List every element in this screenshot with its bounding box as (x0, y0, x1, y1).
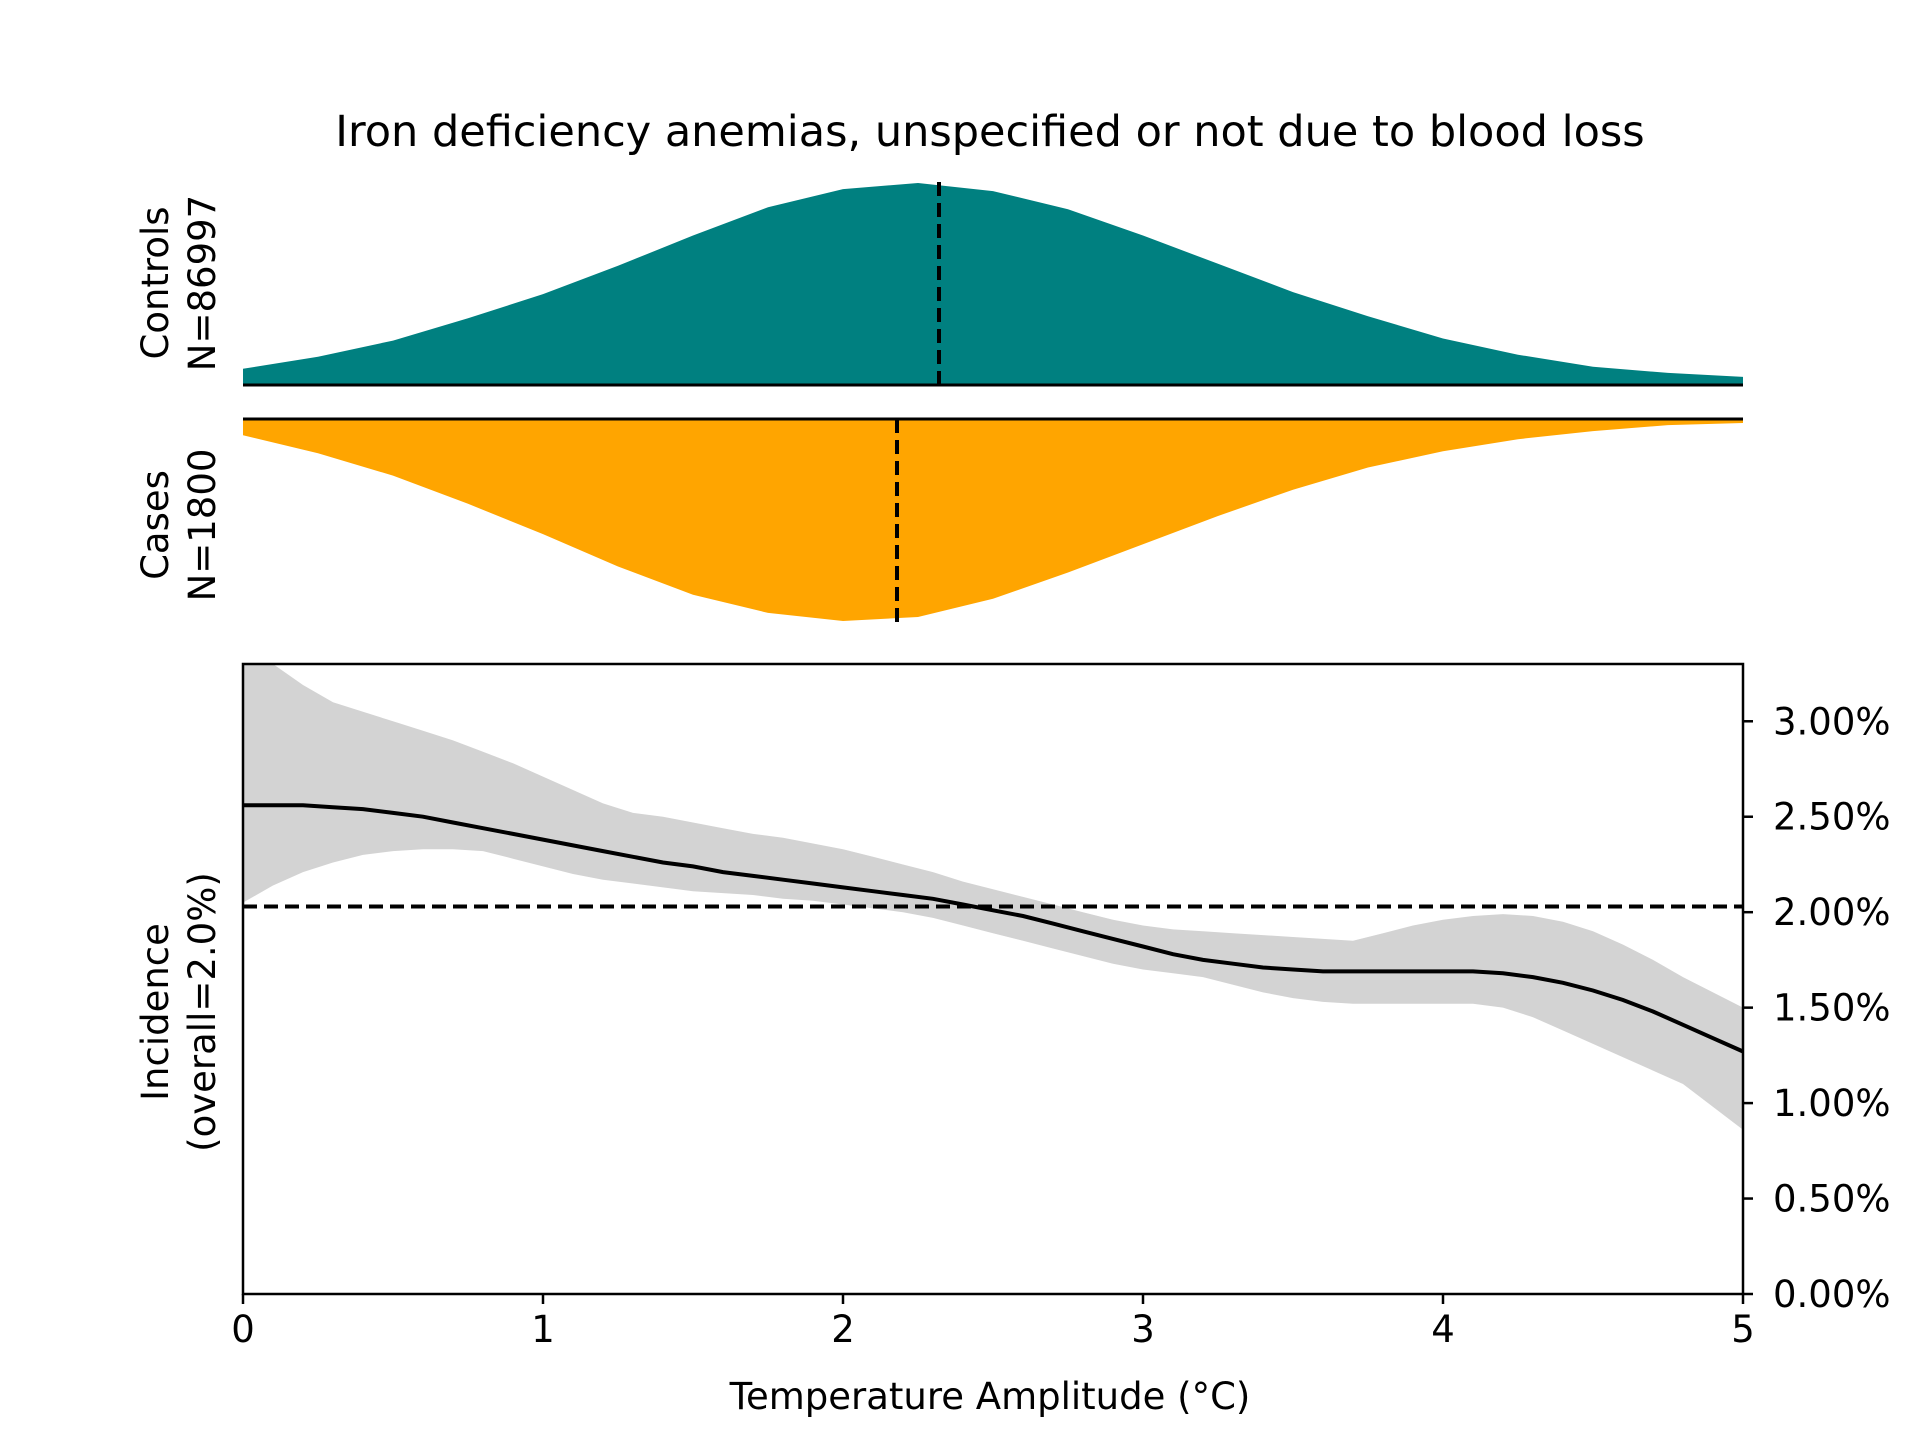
controls-count-label: N=86997 (181, 195, 224, 371)
cases-density-area (243, 419, 1743, 621)
y-axis-ticks: 0.00% 0.50% 1.00% 1.50% 2.00% 2.50% 3.00% (1743, 700, 1891, 1316)
cases-label: Cases (134, 470, 177, 580)
y-tick-label: 0.00% (1773, 1273, 1891, 1316)
x-tick-label: 1 (531, 1308, 555, 1351)
y-tick-label: 3.00% (1773, 700, 1891, 743)
y-axis-label: Incidence (134, 923, 177, 1101)
y-tick-label: 0.50% (1773, 1178, 1891, 1221)
x-tick-label: 2 (831, 1308, 855, 1351)
confidence-band (243, 664, 1743, 1130)
x-tick-label: 3 (1131, 1308, 1155, 1351)
incidence-panel: 0 1 2 3 4 5 0.00% 0.50% 1.00% 1.50% 2.00% 2.50% 3.0… (134, 662, 1891, 1418)
controls-density-area (243, 183, 1743, 385)
incidence-axes-frame (241, 662, 1745, 1296)
cases-panel: Cases N=1800 (134, 417, 1743, 627)
controls-label: Controls (134, 206, 177, 359)
x-tick-label: 0 (231, 1308, 255, 1351)
incidence-curve (243, 803, 1744, 1054)
y-tick-label: 1.00% (1773, 1082, 1891, 1125)
cases-count-label: N=1800 (181, 449, 224, 602)
controls-panel: Controls N=86997 (134, 177, 1743, 387)
x-axis-label: Temperature Amplitude (°C) (729, 1375, 1251, 1418)
x-tick-label: 5 (1731, 1308, 1755, 1351)
y-tick-label: 1.50% (1773, 987, 1891, 1030)
x-axis-ticks: 0 1 2 3 4 5 (231, 1294, 1755, 1351)
y-tick-label: 2.00% (1773, 891, 1891, 934)
y-tick-label: 2.50% (1773, 796, 1891, 839)
x-tick-label: 4 (1431, 1308, 1455, 1351)
chart-title: Iron deficiency anemias, unspecified or … (335, 107, 1644, 157)
y-axis-label-overall: (overall=2.0%) (181, 872, 224, 1152)
